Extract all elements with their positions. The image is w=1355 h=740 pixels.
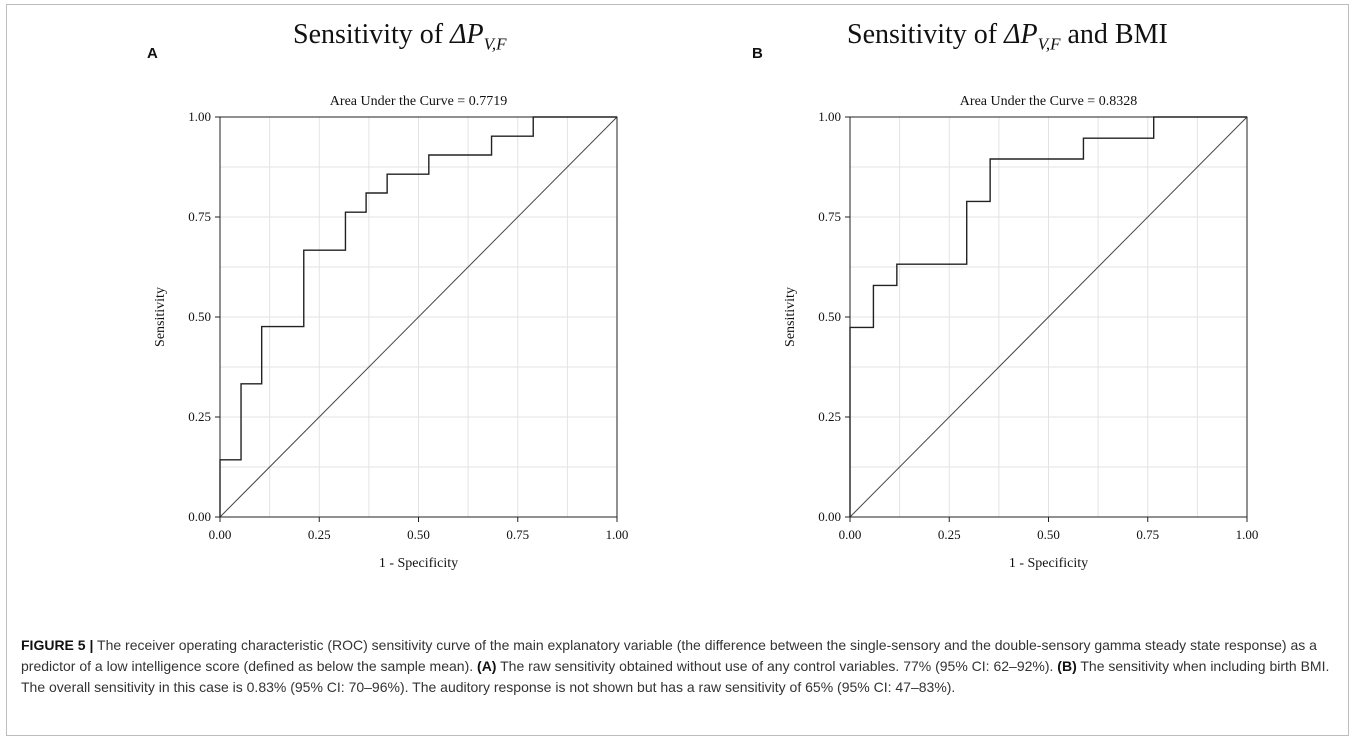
x-tick-label: 0.75 [1136, 527, 1159, 542]
auc-subtitle: Area Under the Curve = 0.8328 [960, 94, 1137, 109]
auc-subtitle: Area Under the Curve = 0.7719 [330, 94, 507, 109]
reference-line [219, 116, 618, 518]
figure: A Sensitivity of ΔPV,F Area Under the Cu… [6, 4, 1349, 736]
panel-a: A Sensitivity of ΔPV,F Area Under the Cu… [7, 5, 637, 620]
caption-panel-a-ref: (A) [477, 658, 497, 674]
caption-text: The receiver operating characteristic (R… [21, 637, 1317, 674]
y-tick-label: 0.25 [818, 409, 841, 424]
y-tick-label: 0.50 [188, 309, 211, 324]
x-tick-label: 0.25 [308, 527, 331, 542]
x-tick-label: 0.25 [938, 527, 961, 542]
x-axis-label: 1 - Specificity [379, 556, 458, 571]
y-axis-label: Sensitivity [153, 287, 168, 347]
x-tick-label: 0.00 [209, 527, 232, 542]
caption-panel-b-ref: (B) [1057, 658, 1077, 674]
x-tick-label: 1.00 [606, 527, 629, 542]
y-tick-label: 0.75 [818, 209, 841, 224]
title-delta: ΔP [450, 19, 484, 50]
x-tick-label: 0.50 [1037, 527, 1060, 542]
figure-caption: FIGURE 5 | The receiver operating charac… [21, 635, 1341, 698]
x-tick-label: 0.00 [839, 527, 862, 542]
panel-letter: B [752, 45, 763, 62]
panel-b: B Sensitivity of ΔPV,F and BMI Area Unde… [637, 5, 1267, 620]
y-tick-label: 1.00 [188, 109, 211, 124]
y-axis-label: Sensitivity [783, 287, 798, 347]
y-tick-label: 0.25 [188, 409, 211, 424]
roc-chart-b: Area Under the Curve = 0.8328 0.00 0.25 0.5… [783, 94, 1259, 571]
y-tick-label: 0.75 [188, 209, 211, 224]
x-axis-label: 1 - Specificity [1009, 556, 1088, 571]
title-subscript: V,F [1037, 34, 1061, 54]
roc-curve [849, 116, 1247, 517]
x-tick-label: 0.50 [407, 527, 430, 542]
title-suffix: and BMI [1060, 19, 1168, 50]
panel-letter: A [147, 45, 158, 62]
panel-title: Sensitivity of ΔPV,F [293, 19, 507, 55]
y-tick-label: 0.50 [818, 309, 841, 324]
x-tick-label: 1.00 [1236, 527, 1259, 542]
y-tick-label: 0.00 [188, 509, 211, 524]
title-delta: ΔP [1004, 19, 1038, 50]
y-tick-label: 1.00 [818, 109, 841, 124]
caption-text: The sensitivity when including birth BMI… [21, 658, 1330, 695]
caption-label: FIGURE 5 | [21, 637, 94, 653]
panel-title: Sensitivity of ΔPV,F and BMI [847, 19, 1168, 55]
caption-text: The raw sensitivity obtained without use… [496, 658, 1058, 674]
title-prefix: Sensitivity of [293, 19, 451, 50]
reference-line [849, 116, 1248, 518]
roc-curve [219, 116, 617, 517]
x-tick-label: 0.75 [506, 527, 529, 542]
y-tick-label: 0.00 [818, 509, 841, 524]
title-prefix: Sensitivity of [847, 19, 1005, 50]
title-subscript: V,F [483, 34, 507, 54]
roc-chart-a: Area Under the Curve = 0.7719 0.00 0.25 0.5… [153, 94, 629, 571]
